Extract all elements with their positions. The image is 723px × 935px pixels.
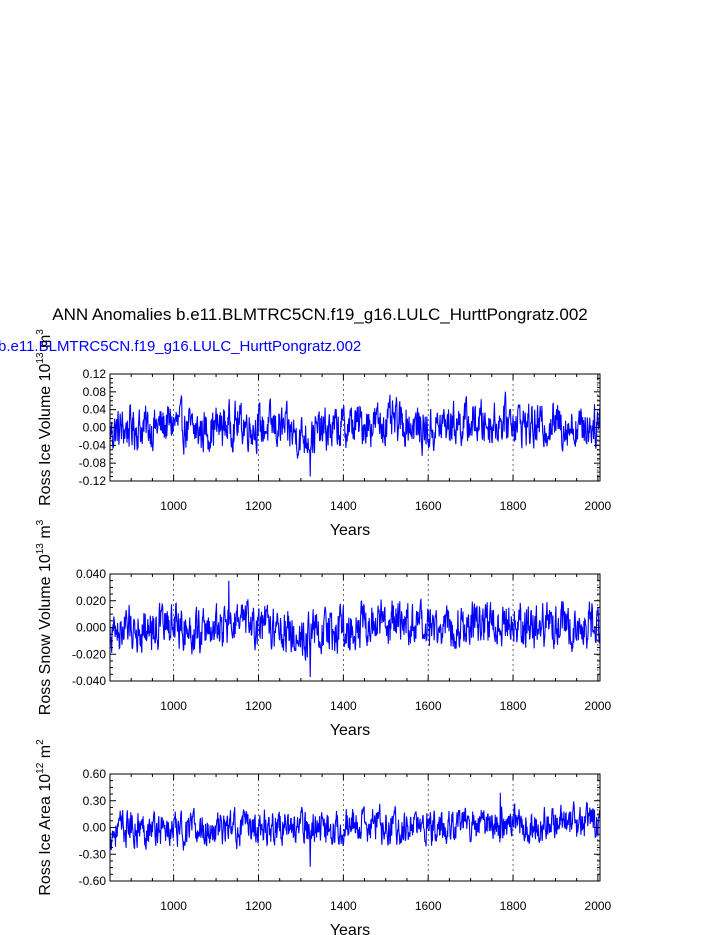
x-tick-label: 1000 [160, 899, 187, 913]
y-tick-label: 0.00 [83, 821, 107, 835]
chart-panel-1: -0.12 -0.08 -0.04 0.00 0.04 0.08 0.12 1000 1200 1… [35, 329, 612, 539]
x-tick-label: 1400 [330, 899, 357, 913]
series-line [110, 391, 600, 477]
series-line [110, 792, 600, 867]
y-tick-label: 0.020 [76, 594, 106, 608]
case-label: b.e11.BLMTRC5CN.f19_g16.LULC_HurttPongra… [0, 338, 362, 355]
y-tick-label: 0.30 [83, 794, 107, 808]
y-axis-label: Ross Snow Volume 1013 m3 [35, 519, 54, 715]
y-tick-label: -0.08 [79, 456, 107, 470]
x-axis-label: Years [330, 722, 370, 739]
x-tick-label: 2000 [585, 899, 612, 913]
y-tick-label: 0.00 [83, 421, 107, 435]
x-tick-label: 1000 [160, 699, 187, 713]
x-tick-label: 2000 [585, 499, 612, 513]
chart-panel-2: -0.040 -0.020 0.000 0.020 0.040 1000 1200 1400 1… [35, 519, 612, 739]
y-axis-label: Ross Ice Area 1012 m2 [35, 739, 54, 896]
x-tick-label: 1000 [160, 499, 187, 513]
chart-title: ANN Anomalies b.e11.BLMTRC5CN.f19_g16.LU… [52, 305, 588, 324]
series-line [110, 580, 600, 678]
x-tick-label: 1800 [500, 699, 527, 713]
x-tick-label: 2000 [585, 699, 612, 713]
x-tick-label: 1400 [330, 699, 357, 713]
x-tick-label: 1600 [415, 899, 442, 913]
y-axis-label: Ross Ice Volume 1013 m3 [35, 329, 54, 506]
x-tick-label: 1200 [245, 899, 272, 913]
x-axis-label: Years [330, 922, 370, 935]
y-tick-label: 0.08 [83, 385, 107, 399]
x-tick-label: 1600 [415, 699, 442, 713]
x-tick-label: 1200 [245, 699, 272, 713]
y-tick-label: 0.60 [83, 767, 107, 781]
y-tick-label: -0.040 [72, 674, 106, 688]
y-tick-label: -0.30 [79, 847, 107, 861]
y-tick-label: -0.04 [79, 438, 107, 452]
x-tick-label: 1800 [500, 899, 527, 913]
y-tick-label: -0.60 [79, 874, 107, 888]
y-tick-label: 0.04 [83, 403, 107, 417]
y-tick-label: -0.020 [72, 647, 106, 661]
x-axis-label: Years [330, 522, 370, 539]
x-tick-label: 1200 [245, 499, 272, 513]
x-tick-label: 1800 [500, 499, 527, 513]
y-tick-label: 0.12 [83, 367, 107, 381]
y-tick-label: 0.040 [76, 567, 106, 581]
y-tick-label: 0.000 [76, 621, 106, 635]
chart-panel-3: -0.60 -0.30 0.00 0.30 0.60 1000 1200 1400 1600 18… [35, 739, 612, 935]
y-tick-label: -0.12 [79, 474, 107, 488]
x-tick-label: 1400 [330, 499, 357, 513]
x-tick-label: 1600 [415, 499, 442, 513]
